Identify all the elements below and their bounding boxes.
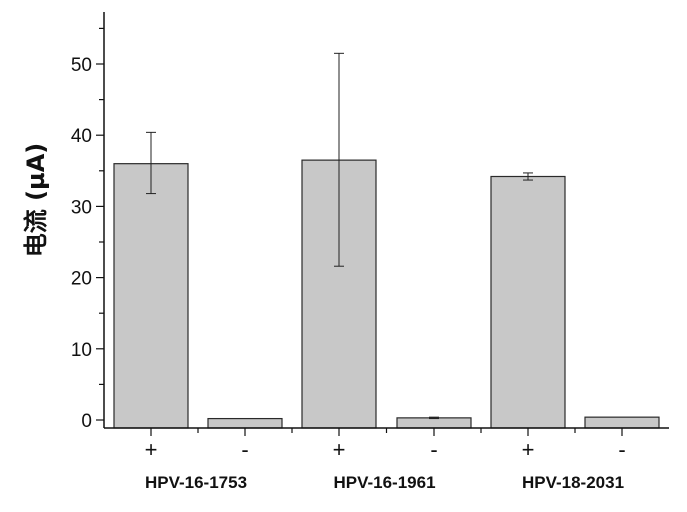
bar-4: [396, 417, 472, 429]
plot-area: 0 10 20 30 40 50 + - + - + - HPV-16-1753 HPV-16-1961 H…: [71, 12, 669, 492]
group-label-3: HPV-18-2031: [522, 473, 624, 492]
y-tick-label-30: 30: [71, 197, 92, 218]
group-label-1: HPV-16-1753: [145, 473, 247, 492]
x-tick-label-3: +: [333, 437, 346, 462]
bar-1: [113, 163, 189, 429]
group-label-2: HPV-16-1961: [333, 473, 435, 492]
y-tick-label-50: 50: [71, 55, 92, 76]
x-tick-label-1: +: [145, 437, 158, 462]
y-axis-label: 电流 (µA): [22, 143, 50, 258]
bar-5: [490, 175, 566, 429]
x-tick-label-5: +: [522, 437, 535, 462]
x-tick-label-2: -: [241, 437, 248, 462]
x-tick-label-6: -: [618, 437, 625, 462]
bar-6: [584, 416, 660, 429]
x-tick-label-4: -: [430, 437, 437, 462]
bar-2: [207, 417, 283, 429]
y-tick-label-20: 20: [71, 269, 92, 290]
y-tick-label-0: 0: [81, 411, 92, 432]
y-tick-label-10: 10: [71, 340, 92, 361]
y-tick-label-40: 40: [71, 126, 92, 147]
